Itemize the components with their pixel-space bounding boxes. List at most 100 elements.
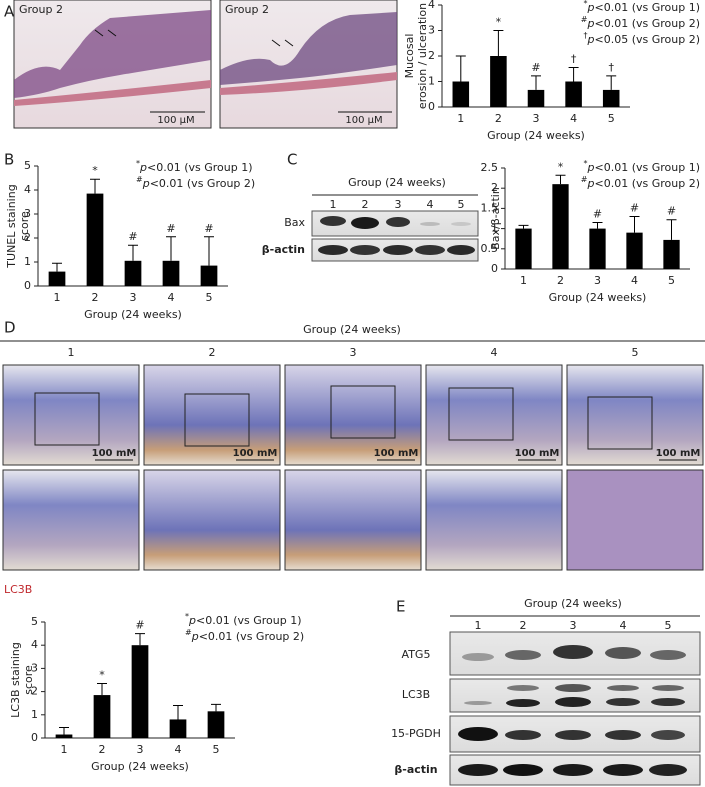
y-axis-label: erosion / ulceration <box>416 3 429 109</box>
note-text: <0.01 (vs Group 2) <box>594 177 700 190</box>
x-tick-label: 3 <box>594 274 601 287</box>
x-axis-label: Group (24 weeks) <box>549 291 647 304</box>
x-tick-label: 1 <box>457 112 464 125</box>
note-text: <0.01 (vs Group 2) <box>199 630 305 643</box>
y-tick-label: 2 <box>428 49 435 62</box>
note-p: p <box>142 177 150 190</box>
note-symbol: # <box>136 175 143 184</box>
y-tick-label: 4 <box>428 0 435 11</box>
error-bar <box>135 633 145 646</box>
lane-label: 5 <box>665 619 672 632</box>
row-label: LC3B <box>402 688 430 701</box>
bar <box>602 89 620 107</box>
note-p: p <box>139 161 147 174</box>
x-tick-label: 5 <box>608 112 615 125</box>
error-bar <box>128 244 138 261</box>
note-text: <0.01 (vs Group 2) <box>594 17 700 30</box>
panel-label: A <box>4 3 15 21</box>
image-caption: Group 2 <box>225 3 269 16</box>
y-tick-label: 4 <box>24 183 31 196</box>
bar <box>207 711 225 738</box>
scale-label: 100 mM <box>374 448 419 459</box>
bar <box>162 260 180 286</box>
error-bar <box>555 174 566 185</box>
significance-note: *p<0.01 (vs Group 1) <box>584 159 701 174</box>
annotation: † <box>608 61 614 74</box>
bar <box>552 184 569 269</box>
note-symbol: * <box>584 159 588 168</box>
note-text: <0.01 (vs Group 1) <box>594 161 700 174</box>
panel-label: E <box>396 598 405 616</box>
significance-note: #p<0.01 (vs Group 2) <box>185 628 304 643</box>
error-bar <box>211 703 221 712</box>
bar <box>663 239 680 269</box>
y-tick-label: 1 <box>31 708 38 721</box>
x-tick-label: 5 <box>213 743 220 756</box>
error-bar <box>204 236 214 266</box>
x-tick-label: 4 <box>175 743 182 756</box>
x-tick-label: 5 <box>668 274 675 287</box>
error-bar <box>90 178 100 194</box>
column-label: 2 <box>209 346 216 359</box>
note-symbol: † <box>584 31 588 40</box>
x-axis-label: Group (24 weeks) <box>84 308 182 321</box>
lane-label: 5 <box>458 198 465 211</box>
error-bar <box>59 727 69 735</box>
x-tick-label: 2 <box>99 743 106 756</box>
significance-note: †p<0.05 (vs Group 2) <box>584 31 701 46</box>
y-axis-label: score <box>22 665 35 695</box>
annotation: # <box>166 222 175 235</box>
y-axis-label: LC3B staining <box>9 642 22 718</box>
error-bar <box>592 222 603 229</box>
column-label: 3 <box>350 346 357 359</box>
note-p: p <box>587 1 595 14</box>
y-tick-label: 4 <box>31 638 38 651</box>
bar <box>124 260 142 286</box>
annotation: * <box>92 164 98 177</box>
lane-label: 4 <box>620 619 627 632</box>
bar <box>200 265 218 286</box>
note-text: <0.01 (vs Group 1) <box>594 1 700 14</box>
bar <box>565 81 582 107</box>
error-bar <box>606 75 617 90</box>
lane-label: 4 <box>427 198 434 211</box>
scale-label: 100 mM <box>515 448 560 459</box>
error-bar <box>568 66 579 82</box>
bar <box>55 734 73 738</box>
x-axis-label: Group (24 weeks) <box>487 129 585 142</box>
x-tick-label: 3 <box>130 291 137 304</box>
micrograph-grid <box>2 364 704 571</box>
y-axis-label: Mucosal <box>403 34 416 79</box>
x-tick-label: 3 <box>137 743 144 756</box>
lane-label: 2 <box>520 619 527 632</box>
scale-label: 100 μM <box>157 115 194 126</box>
scale-label: 100 mM <box>92 448 137 459</box>
y-tick-label: 3 <box>428 24 435 37</box>
y-tick-label: 0 <box>31 731 38 744</box>
scale-label: 100 μM <box>345 115 382 126</box>
annotation: # <box>204 222 213 235</box>
bar <box>131 645 149 738</box>
significance-note: *p<0.01 (vs Group 1) <box>136 159 253 174</box>
x-tick-label: 2 <box>495 112 502 125</box>
row-label: Bax <box>284 216 305 229</box>
bar <box>93 695 111 738</box>
row-label: ATG5 <box>402 648 431 661</box>
note-symbol: * <box>584 0 588 8</box>
annotation: # <box>531 61 540 74</box>
x-tick-label: 4 <box>570 112 577 125</box>
y-tick-label: 3 <box>31 661 38 674</box>
error-bar <box>493 30 504 56</box>
significance-note: #p<0.01 (vs Group 2) <box>136 175 255 190</box>
column-label: 4 <box>491 346 498 359</box>
y-tick-label: 0 <box>491 262 498 275</box>
x-tick-label: 3 <box>533 112 540 125</box>
y-tick-label: 1 <box>24 255 31 268</box>
y-tick-label: 2.5 <box>481 161 499 174</box>
scale-label: 100 mM <box>233 448 278 459</box>
x-tick-label: 1 <box>520 274 527 287</box>
x-tick-label: 4 <box>631 274 638 287</box>
note-symbol: # <box>581 175 588 184</box>
y-tick-label: 2 <box>31 685 38 698</box>
